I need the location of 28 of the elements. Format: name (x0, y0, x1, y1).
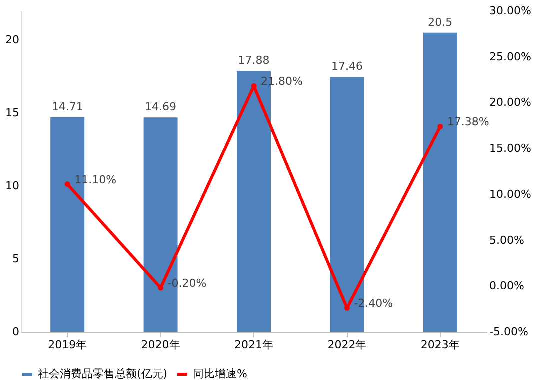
y-tick-label: 5 (12, 252, 20, 266)
y2-tick-label: 20.00% (490, 96, 532, 110)
y-tick-label: 15 (6, 106, 20, 120)
legend-label: 社会消费品零售总额(亿元) (38, 368, 168, 380)
data-label: 17.88 (238, 54, 270, 68)
data-label: 17.46 (331, 60, 363, 74)
x-tick-label: 2019年 (48, 338, 88, 352)
x-tick-label: 2022年 (328, 338, 367, 352)
point (64, 182, 70, 188)
y-tick-label: 0 (12, 326, 20, 338)
y2-tick-label: 30.00% (490, 4, 532, 18)
data-label: 14.71 (52, 100, 84, 114)
y-tick-label: 10 (6, 180, 20, 193)
y2-tick-label: 15.00% (490, 142, 532, 156)
y2-tick-label: -5.00% (490, 326, 528, 338)
point (158, 285, 164, 291)
y2-tick-label: 0.00% (490, 280, 524, 293)
legend-label: 同比增速% (193, 368, 248, 380)
y2-tick-label: 5.00% (490, 234, 524, 247)
data-label: 20.5 (428, 16, 453, 29)
data-label: 14.69 (145, 100, 177, 114)
point (438, 124, 444, 130)
y-tick-label: 20 (6, 34, 20, 47)
y2-tick-label: 10.00% (490, 188, 532, 201)
x-tick-label: 2020年 (141, 338, 180, 352)
x-tick-label: 2021年 (234, 338, 274, 352)
y2-tick-label: 25.00% (490, 50, 532, 64)
x-tick-label: 2023年 (420, 338, 460, 352)
